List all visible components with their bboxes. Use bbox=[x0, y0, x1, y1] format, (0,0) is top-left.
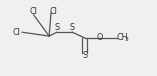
Text: Cl: Cl bbox=[30, 8, 38, 16]
Text: S: S bbox=[70, 23, 75, 32]
Text: S: S bbox=[54, 23, 59, 32]
Text: Cl: Cl bbox=[12, 28, 20, 37]
Text: O: O bbox=[96, 34, 102, 42]
Text: Cl: Cl bbox=[50, 7, 58, 16]
Text: S: S bbox=[82, 51, 87, 60]
Text: 3: 3 bbox=[124, 37, 128, 42]
Text: CH: CH bbox=[116, 34, 128, 42]
